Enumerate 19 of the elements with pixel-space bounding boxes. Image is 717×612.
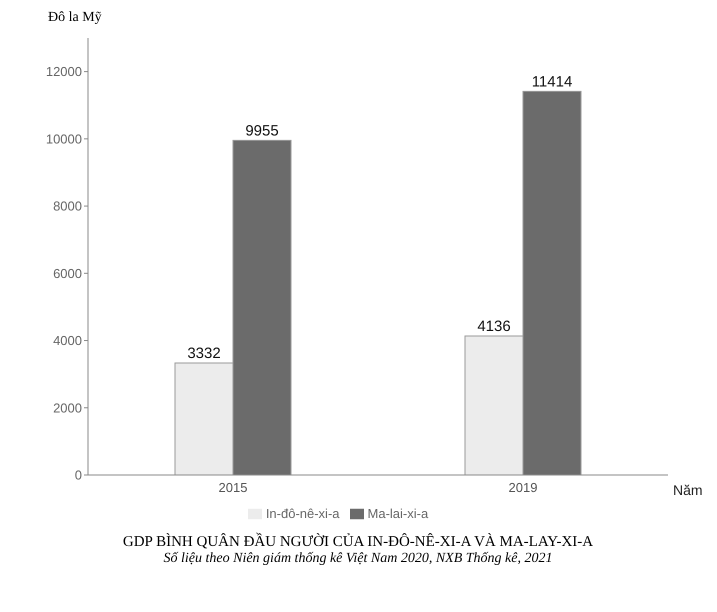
legend-label: Ma-lai-xi-a <box>368 506 428 521</box>
y-tick-label: 10000 <box>46 131 82 146</box>
y-tick-label: 2000 <box>53 400 82 416</box>
y-tick-label: 12000 <box>46 64 82 80</box>
data-label: 4136 <box>477 318 511 335</box>
y-tick-label: 6000 <box>53 266 82 281</box>
y-axis-title: Đô la Mỹ <box>48 10 102 26</box>
data-label: 9955 <box>245 122 279 140</box>
data-label: 3332 <box>187 344 221 362</box>
y-tick-label: 8000 <box>53 198 82 214</box>
x-axis-title: Năm <box>673 482 703 498</box>
data-label: 11414 <box>532 73 572 90</box>
x-tick-label: 2019 <box>508 480 538 496</box>
text: Số liệu theo Niên giám thống kê Việt Nam 2020, NXB Thống kê, 2021 <box>162 551 554 567</box>
x-tick-label: 2015 <box>218 480 248 496</box>
y-tick-label: 4000 <box>53 333 82 348</box>
legend-label: In-đô-nê-xi-a <box>266 506 340 521</box>
text: GDP BÌNH QUÂN ĐẦU NGƯỜI CỦA IN-ĐÔ-NÊ-XI-A VÀ MA-LAY-XI-A <box>122 534 594 551</box>
y-tick-label: 0 <box>74 468 82 483</box>
